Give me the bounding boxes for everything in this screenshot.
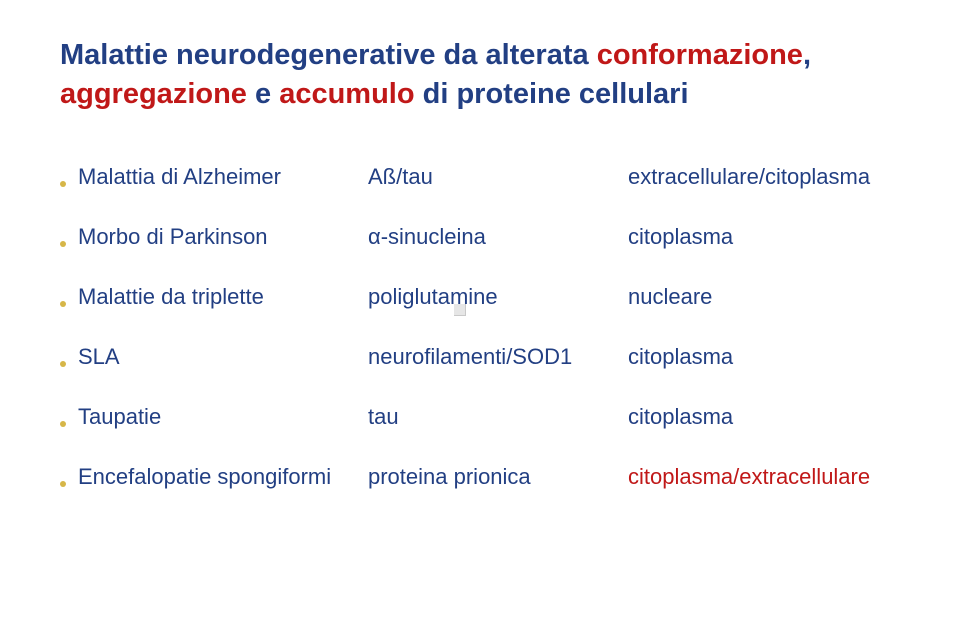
title-text-1: Malattie neurodegenerative da alterata (60, 39, 597, 71)
protein: Aß/tau (368, 164, 628, 190)
disease-name: Encefalopatie spongiformi (78, 464, 368, 490)
list-item: Taupatie tau citoplasma (60, 404, 900, 430)
title-text-2: , (803, 39, 811, 71)
protein: neurofilamenti/SOD1 (368, 344, 628, 370)
location: citoplasma (628, 344, 900, 370)
decorative-square-icon (454, 304, 466, 316)
protein: α-sinucleina (368, 224, 628, 250)
protein: proteina prionica (368, 464, 628, 490)
disease-name: Morbo di Parkinson (78, 224, 368, 250)
list-item: Malattia di Alzheimer Aß/tau extracellul… (60, 164, 900, 190)
title-text-4: di proteine cellulari (415, 78, 689, 110)
protein: tau (368, 404, 628, 430)
disease-name: Taupatie (78, 404, 368, 430)
list-item: Encefalopatie spongiformi proteina prion… (60, 464, 900, 490)
location: citoplasma (628, 404, 900, 430)
protein: poliglutamine (368, 284, 628, 310)
list-item: Malattie da triplette poliglutamine nucl… (60, 284, 900, 310)
slide-title: Malattie neurodegenerative da alterata c… (60, 36, 900, 114)
title-accent-2: aggregazione (60, 78, 247, 110)
location: citoplasma (628, 224, 900, 250)
disease-name: SLA (78, 344, 368, 370)
title-accent-3: accumulo (279, 78, 414, 110)
list-item: SLA neurofilamenti/SOD1 citoplasma (60, 344, 900, 370)
title-accent-1: conformazione (597, 39, 803, 71)
disease-name: Malattie da triplette (78, 284, 368, 310)
title-text-3: e (247, 78, 279, 110)
location: nucleare (628, 284, 900, 310)
disease-name: Malattia di Alzheimer (78, 164, 368, 190)
location: extracellulare/citoplasma (628, 164, 900, 190)
location: citoplasma/extracellulare (628, 464, 900, 490)
disease-list: Malattia di Alzheimer Aß/tau extracellul… (60, 164, 900, 490)
list-item: Morbo di Parkinson α-sinucleina citoplas… (60, 224, 900, 250)
slide: Malattie neurodegenerative da alterata c… (0, 0, 960, 642)
